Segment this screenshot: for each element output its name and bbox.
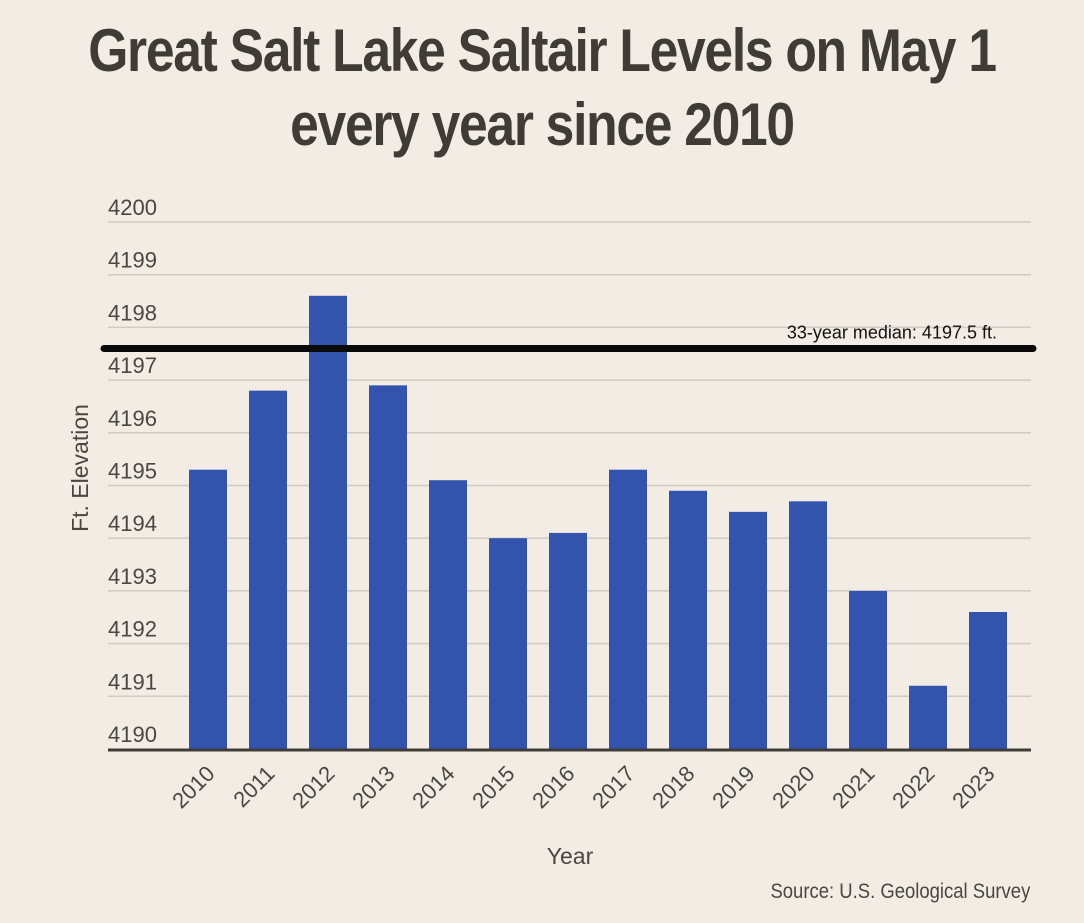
bar-2011 bbox=[249, 390, 287, 749]
bar-2010 bbox=[189, 469, 227, 749]
bar-2018 bbox=[669, 490, 707, 749]
bar-2012 bbox=[309, 295, 347, 749]
y-tick-label: 4200 bbox=[108, 195, 157, 220]
y-tick-label: 4198 bbox=[108, 300, 157, 325]
y-axis-ticks: 4190 4191 4192 4193 4194 4195 4196 4197 4198 4199… bbox=[108, 195, 157, 747]
y-tick-label: 4199 bbox=[108, 248, 157, 273]
x-tick-label: 2017 bbox=[587, 761, 639, 813]
x-tick-label: 2021 bbox=[827, 761, 879, 813]
y-tick-label: 4192 bbox=[108, 617, 157, 642]
bar-2019 bbox=[729, 511, 767, 749]
x-tick-label: 2019 bbox=[707, 761, 759, 813]
bar-2017 bbox=[609, 469, 647, 749]
source-note: Source: U.S. Geological Survey bbox=[770, 880, 1030, 903]
y-tick-label: 4194 bbox=[108, 511, 157, 536]
x-tick-label: 2013 bbox=[347, 761, 399, 813]
y-tick-label: 4191 bbox=[108, 669, 157, 694]
x-tick-label: 2015 bbox=[467, 761, 519, 813]
x-tick-label: 2018 bbox=[647, 761, 699, 813]
x-axis-ticks: 2010 2011 2012 2013 2014 2015 2016 2017 2018 2019… bbox=[167, 761, 999, 813]
bar-2013 bbox=[369, 385, 407, 749]
x-tick-label: 2011 bbox=[228, 761, 279, 812]
x-tick-label: 2016 bbox=[527, 761, 579, 813]
chart-title-line-1: Great Salt Lake Saltair Levels on May 1 bbox=[88, 17, 997, 84]
x-tick-label: 2022 bbox=[887, 761, 939, 813]
y-tick-label: 4190 bbox=[108, 722, 157, 747]
y-tick-label: 4196 bbox=[108, 406, 157, 431]
x-tick-label: 2020 bbox=[767, 761, 819, 813]
chart-title-line-2: every year since 2010 bbox=[290, 91, 795, 158]
bar-2021 bbox=[849, 590, 887, 749]
bar-2015 bbox=[489, 538, 527, 749]
median-annotation: 33-year median: 4197.5 ft. bbox=[787, 322, 997, 342]
y-tick-label: 4197 bbox=[108, 353, 157, 378]
bars bbox=[189, 295, 1007, 749]
bar-2014 bbox=[429, 480, 467, 749]
bar-2023 bbox=[969, 611, 1007, 749]
y-axis-title: Ft. Elevation bbox=[67, 404, 93, 532]
x-tick-label: 2010 bbox=[167, 761, 219, 813]
chart-title: Great Salt Lake Saltair Levels on May 1 … bbox=[76, 14, 1008, 162]
x-tick-label: 2012 bbox=[287, 761, 339, 813]
y-tick-label: 4195 bbox=[108, 459, 157, 484]
y-tick-label: 4193 bbox=[108, 564, 157, 589]
bar-2020 bbox=[789, 501, 827, 749]
x-tick-label: 2023 bbox=[947, 761, 999, 813]
bar-2016 bbox=[549, 532, 587, 749]
bar-2022 bbox=[909, 685, 947, 749]
x-tick-label: 2014 bbox=[407, 761, 459, 813]
x-axis-title: Year bbox=[547, 843, 594, 869]
